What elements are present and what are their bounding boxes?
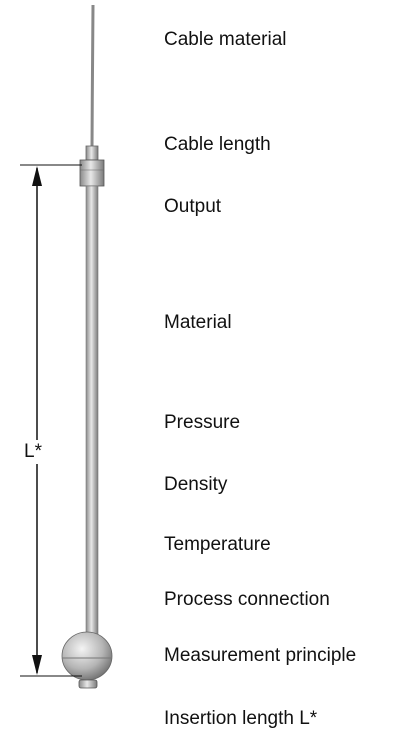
feature-label: Pressure: [164, 412, 240, 433]
dimension: L*: [20, 165, 82, 676]
cable-gland: [86, 146, 98, 160]
labels: Cable material Cable length Output Material…: [164, 29, 356, 729]
feature-label: Cable length: [164, 134, 271, 155]
feature-label: Density: [164, 474, 228, 495]
dimension-label: L*: [24, 441, 43, 462]
float-ball: [62, 632, 112, 680]
end-clip: [79, 680, 97, 688]
feature-label: Cable material: [164, 29, 287, 50]
rod: [86, 186, 98, 636]
feature-label: Material: [164, 312, 232, 333]
product-diagram: L* Cable material Cable length Output Mater…: [0, 0, 409, 732]
sensor-drawing: [62, 5, 112, 688]
cable: [92, 5, 93, 148]
feature-label: Process connection: [164, 589, 330, 610]
feature-label: Measurement principle: [164, 645, 356, 666]
feature-label: Output: [164, 196, 222, 217]
hex-fitting: [80, 160, 104, 186]
feature-label: Temperature: [164, 534, 271, 555]
feature-label: Insertion length L*: [164, 708, 318, 729]
